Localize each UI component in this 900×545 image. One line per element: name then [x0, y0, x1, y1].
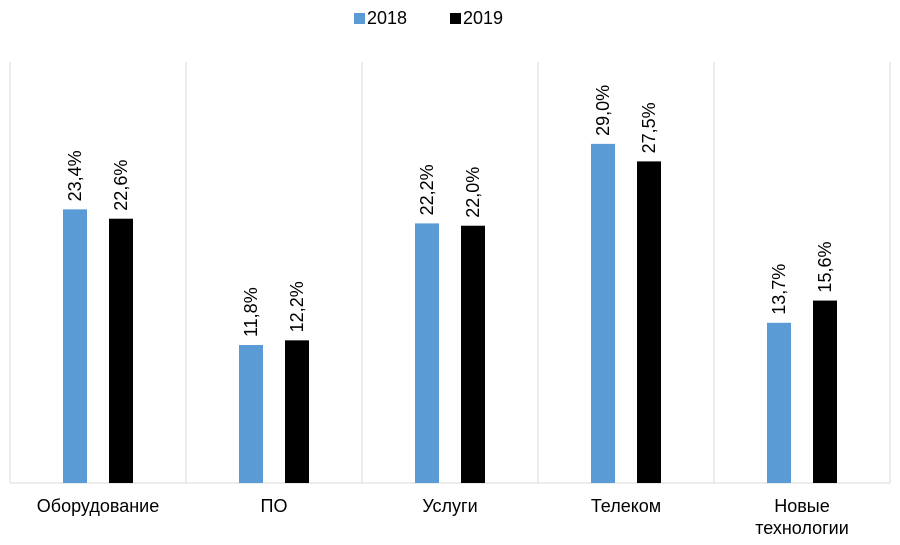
- data-label: 12,2%: [287, 281, 307, 332]
- data-label: 23,4%: [65, 150, 85, 201]
- data-label: 29,0%: [593, 85, 613, 136]
- bar: [63, 209, 87, 483]
- bar: [285, 340, 309, 483]
- x-tick-label: Услуги: [422, 496, 478, 516]
- data-label: 22,6%: [111, 160, 131, 211]
- bar: [109, 218, 133, 483]
- data-label: 22,2%: [417, 164, 437, 215]
- x-tick-label-box: ПО: [260, 496, 288, 516]
- data-label: 11,8%: [241, 287, 261, 337]
- data-label: 13,7%: [769, 264, 789, 315]
- legend-swatch: [450, 13, 461, 24]
- bar: [239, 345, 263, 483]
- bar: [813, 300, 837, 483]
- data-label: 22,0%: [463, 167, 483, 218]
- bar: [767, 322, 791, 483]
- bar: [637, 161, 661, 483]
- x-tick-label-box: Телеком: [590, 496, 662, 516]
- x-tick-label-box: Оборудование: [36, 496, 160, 516]
- data-label: 15,6%: [815, 242, 835, 293]
- bar: [591, 143, 615, 483]
- x-tick-label: Новые технологии: [755, 496, 849, 538]
- data-label: 27,5%: [639, 102, 659, 153]
- x-tick-label-box: Услуги: [422, 496, 478, 516]
- x-tick-label: ПО: [260, 496, 288, 516]
- legend-label: 2019: [463, 8, 503, 28]
- bar: [461, 225, 485, 483]
- bar: [415, 223, 439, 483]
- x-tick-label-box: Новые технологии: [755, 496, 849, 538]
- legend-swatch: [354, 13, 365, 24]
- legend-label: 2018: [367, 8, 407, 28]
- x-tick-label: Оборудование: [36, 496, 160, 516]
- x-tick-label: Телеком: [590, 496, 662, 516]
